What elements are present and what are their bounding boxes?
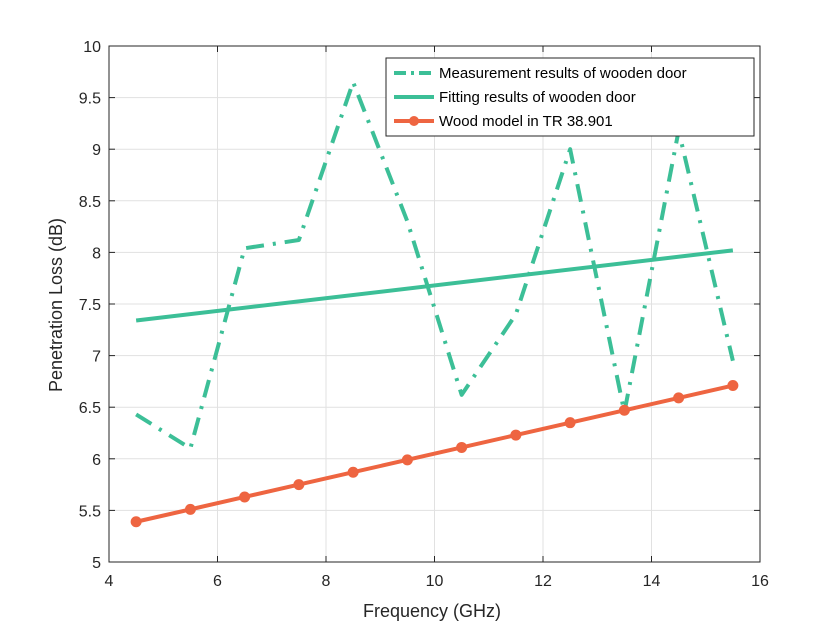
y-tick-label: 7 — [92, 349, 101, 366]
y-tick-label: 8 — [92, 245, 101, 262]
legend-box — [385, 57, 755, 137]
y-tick-label: 6 — [92, 452, 101, 469]
series-3-point — [401, 454, 413, 466]
series-3-point — [673, 392, 685, 404]
tick-labels: 4 6 8 10 12 14 16 5 5.5 6 6.5 7 7.5 8 8.5 9 9.5 10 — [79, 39, 769, 590]
series-3-point — [239, 491, 251, 503]
series-3-point — [347, 466, 359, 478]
y-axis-label: Penetration Loss (dB) — [46, 218, 66, 392]
series-3-point — [456, 441, 468, 453]
series-3-point — [510, 429, 522, 441]
x-tick-label: 4 — [105, 573, 114, 590]
y-tick-label: 8.5 — [79, 194, 101, 211]
y-tick-label: 5.5 — [79, 503, 101, 520]
series-3-point — [293, 479, 305, 491]
y-tick-label: 10 — [83, 39, 101, 56]
y-tick-label: 9 — [92, 142, 101, 159]
series-line-1 — [135, 80, 735, 451]
y-tick-label: 5 — [92, 555, 101, 572]
series-line-3 — [135, 383, 734, 524]
legend-label-2: Fitting results of wooden door — [439, 89, 636, 106]
series-line-2 — [135, 248, 734, 323]
y-tick-label: 9.5 — [79, 91, 101, 108]
x-tick-label: 12 — [534, 573, 552, 590]
x-tick-label: 6 — [213, 573, 222, 590]
series-3-point — [130, 516, 142, 528]
x-tick-label: 8 — [322, 573, 331, 590]
x-tick-label: 10 — [426, 573, 444, 590]
legend-label-3: Wood model in TR 38.901 — [439, 113, 613, 130]
y-tick-label: 7.5 — [79, 297, 101, 314]
axes — [108, 45, 761, 563]
series-3-point — [564, 417, 576, 429]
series-layer — [130, 80, 739, 528]
legend: Measurement results of wooden door Fittin… — [385, 57, 755, 137]
x-tick-label: 14 — [643, 573, 661, 590]
x-tick-label: 16 — [751, 573, 769, 590]
x-axis-label: Frequency (GHz) — [363, 601, 501, 621]
series-3-point — [727, 380, 739, 392]
series-3-point — [184, 503, 196, 515]
legend-marker-3 — [409, 116, 419, 126]
series-3-point — [618, 404, 630, 416]
y-tick-label: 6.5 — [79, 400, 101, 417]
legend-label-1: Measurement results of wooden door — [439, 65, 687, 82]
